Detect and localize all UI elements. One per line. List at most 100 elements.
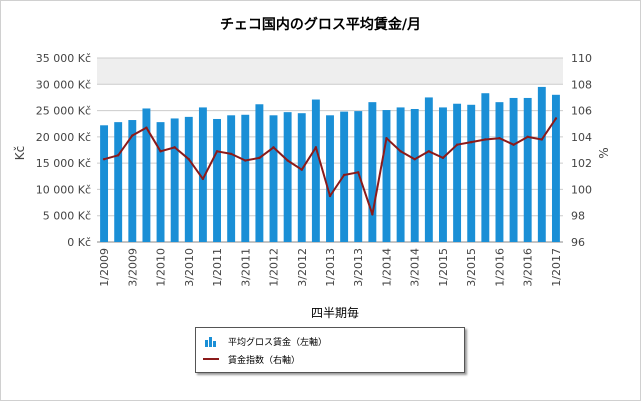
- x-tick-label: 3/2009: [126, 248, 139, 287]
- bar: [453, 103, 462, 242]
- x-tick-label: 1/2012: [268, 248, 281, 287]
- bar: [255, 104, 264, 243]
- line-point: [244, 159, 247, 162]
- x-tick-label: 3/2014: [409, 248, 422, 287]
- line-point: [258, 156, 261, 160]
- bar: [523, 97, 532, 242]
- line-point: [512, 143, 515, 146]
- bar: [495, 102, 504, 242]
- line-point: [187, 158, 190, 161]
- y-left-tick-label: 15 000 Kč: [36, 157, 91, 170]
- bar: [142, 108, 151, 243]
- bar: [368, 102, 377, 242]
- y-left-tick-label: 30 000 Kč: [36, 78, 91, 91]
- x-tick-label: 1/2016: [493, 248, 506, 287]
- line-point: [441, 156, 445, 160]
- y-left-tick-label: 10 000 Kč: [36, 183, 91, 196]
- legend-item-line: 賃金指数（右軸）: [202, 351, 300, 367]
- line-point: [131, 134, 134, 137]
- bar: [283, 112, 292, 242]
- bar: [170, 118, 179, 242]
- bar: [354, 111, 363, 243]
- line-point: [272, 146, 275, 149]
- bar-series-icon: [202, 335, 220, 347]
- y-right-tick-label: 100: [571, 183, 592, 196]
- bar: [114, 122, 123, 242]
- line-point: [145, 126, 148, 129]
- y-left-tick-label: 25 000 Kč: [36, 105, 91, 118]
- bar: [184, 116, 193, 242]
- x-tick-label: 1/2015: [437, 248, 450, 287]
- x-tick-label: 1/2010: [155, 248, 168, 287]
- bar: [311, 99, 320, 242]
- chart-legend: 平均グロス賃金（左軸） 賃金指数（右軸）: [195, 327, 465, 373]
- y-right-tick-label: 104: [571, 131, 592, 144]
- x-tick-label: 3/2015: [465, 248, 478, 287]
- line-point: [286, 159, 289, 162]
- bar: [481, 93, 490, 242]
- y-right-tick-label: 106: [571, 105, 592, 118]
- legend-item-bars: 平均グロス賃金（左軸）: [202, 333, 327, 349]
- x-tick-label: 3/2011: [239, 248, 252, 287]
- line-point: [413, 158, 416, 161]
- bar: [213, 118, 221, 242]
- y-right-tick-label: 102: [571, 157, 592, 170]
- y-left-tick-label: 20 000 Kč: [36, 131, 91, 144]
- x-tick-label: 3/2016: [522, 248, 535, 287]
- x-tick-label: 3/2013: [352, 248, 365, 287]
- x-tick-label: 1/2009: [98, 248, 111, 287]
- line-point: [342, 173, 346, 177]
- bar: [340, 111, 349, 242]
- line-point: [427, 150, 431, 153]
- bar: [410, 108, 419, 242]
- x-axis-label: 四半期毎: [311, 305, 359, 320]
- y-right-tick-label: 108: [571, 78, 592, 91]
- line-point: [498, 136, 501, 140]
- line-point: [357, 171, 360, 174]
- bar: [551, 94, 560, 242]
- bar: [382, 110, 391, 242]
- legend-label-line: 賃金指数（右軸）: [228, 355, 301, 366]
- bar: [467, 104, 476, 242]
- line-point: [102, 158, 106, 161]
- line-point: [371, 213, 374, 216]
- line-point: [314, 146, 318, 149]
- bar: [269, 115, 278, 242]
- x-tick-label: 1/2011: [211, 248, 224, 287]
- line-point: [300, 168, 303, 171]
- line-point: [470, 140, 473, 144]
- line-point: [526, 135, 529, 139]
- line-point: [229, 152, 233, 156]
- line-point: [455, 143, 459, 146]
- plot-top-band: [97, 58, 563, 85]
- line-point: [201, 177, 205, 181]
- bar: [241, 114, 250, 242]
- x-tick-label: 3/2012: [296, 248, 309, 287]
- line-point: [554, 117, 558, 120]
- line-series-icon: [202, 357, 220, 361]
- bar: [156, 122, 165, 242]
- bar: [537, 86, 546, 243]
- y-left-tick-label: 0 Kč: [67, 236, 91, 249]
- y-axis-right-label: %: [597, 147, 611, 158]
- bar: [297, 113, 306, 242]
- line-point: [385, 136, 388, 140]
- legend-label-bars: 平均グロス賃金（左軸）: [228, 337, 328, 348]
- bar: [198, 107, 207, 242]
- line-point: [328, 194, 332, 198]
- y-axis-left-label: Kč: [13, 146, 27, 160]
- line-point: [173, 146, 176, 149]
- x-tick-label: 3/2010: [183, 248, 196, 287]
- bar: [396, 107, 405, 242]
- line-point: [399, 150, 402, 153]
- line-point: [159, 150, 162, 153]
- bar: [439, 107, 447, 242]
- y-left-tick-label: 35 000 Kč: [36, 52, 91, 65]
- x-tick-label: 1/2013: [324, 248, 337, 287]
- x-tick-label: 1/2017: [550, 248, 563, 287]
- line-point: [540, 138, 544, 141]
- bar: [128, 120, 137, 242]
- y-right-tick-label: 96: [571, 236, 585, 249]
- y-left-tick-label: 5 000 Kč: [43, 210, 91, 223]
